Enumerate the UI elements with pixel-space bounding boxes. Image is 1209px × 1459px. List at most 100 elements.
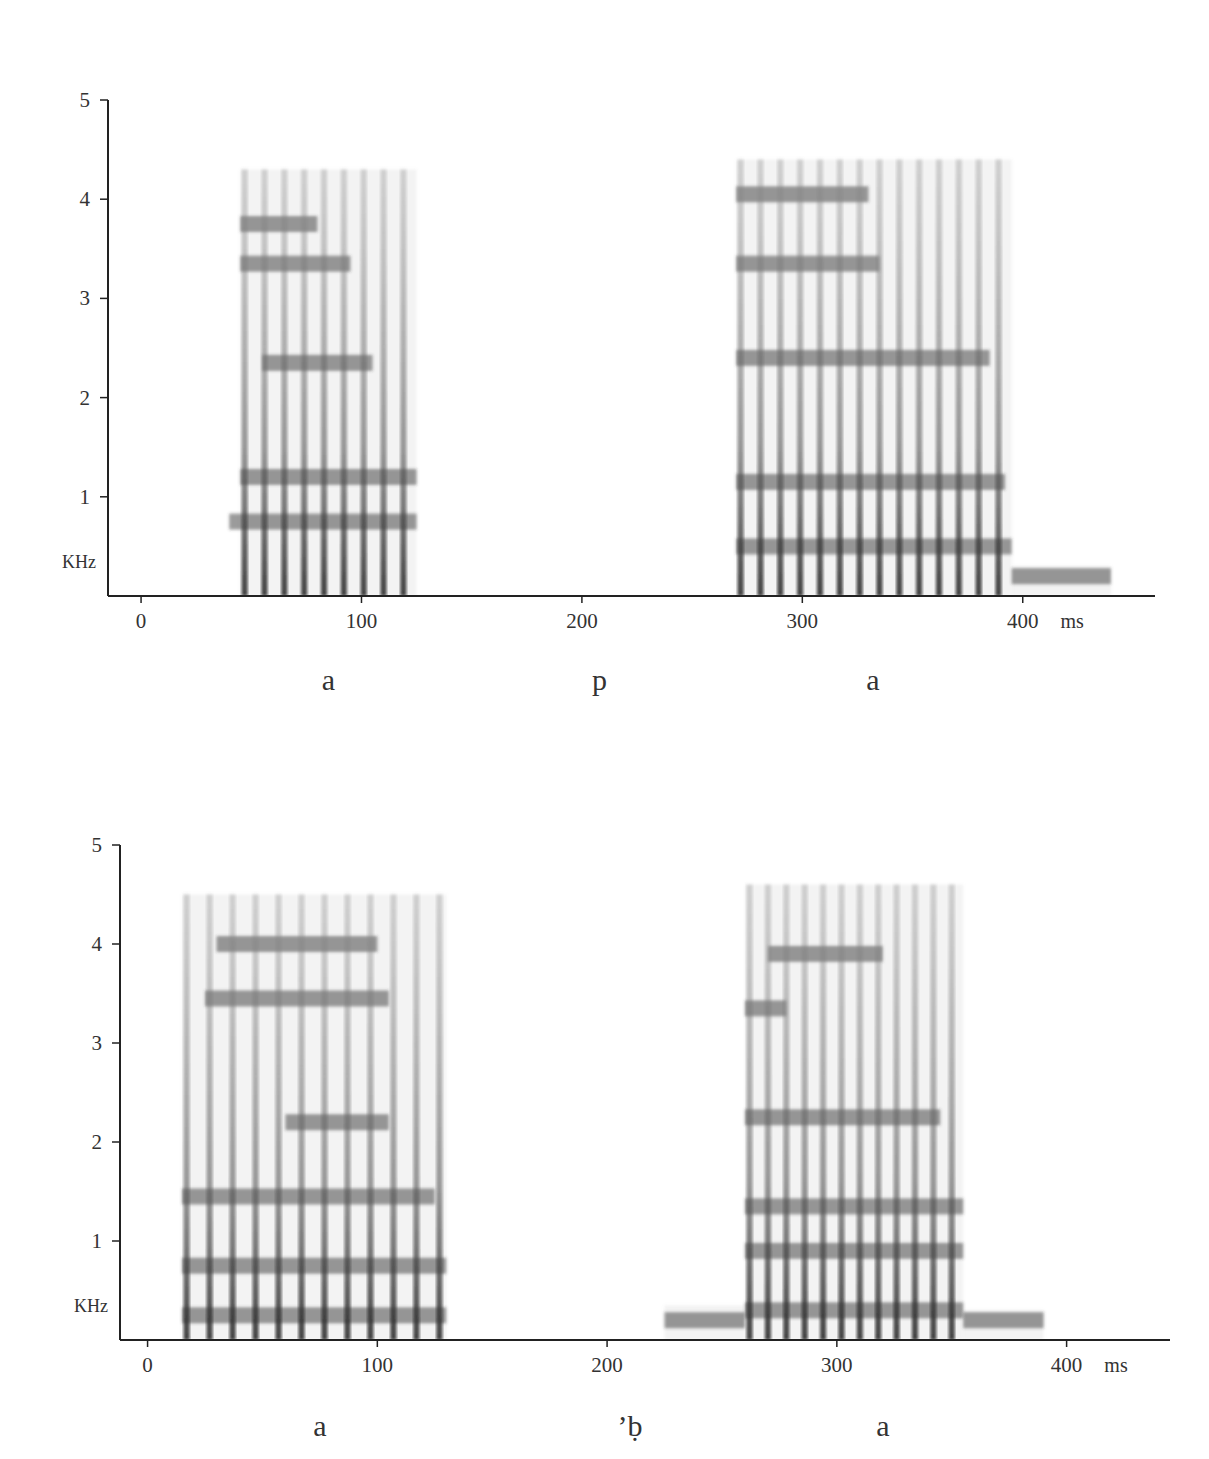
- y-tick: [112, 1141, 120, 1143]
- y-axis: [107, 100, 109, 596]
- y-tick: [100, 198, 108, 200]
- y-tick: [112, 1042, 120, 1044]
- x-tick-label: 200: [566, 609, 598, 633]
- y-tick-label: 1: [92, 1229, 103, 1253]
- x-axis-title: ms: [1060, 610, 1084, 632]
- y-axis-title: KHz: [62, 552, 96, 572]
- x-tick-label: 300: [821, 1353, 853, 1377]
- y-tick: [100, 298, 108, 300]
- glottal-pulse: [876, 160, 882, 596]
- glottal-pulse: [976, 160, 982, 596]
- glottal-pulse: [344, 895, 350, 1341]
- y-tick: [100, 397, 108, 399]
- glottal-pulse: [341, 169, 347, 596]
- glottal-pulse: [436, 895, 442, 1341]
- x-axis: [108, 595, 1155, 597]
- plot-area: [229, 160, 1111, 596]
- y-tick-label: 4: [92, 932, 103, 956]
- voiced-region: [963, 1310, 1043, 1340]
- glottal-pulse: [783, 885, 789, 1340]
- formant-band: [182, 1188, 435, 1204]
- formant-band: [262, 355, 372, 371]
- y-axis-title: KHz: [74, 1296, 108, 1316]
- segment-label: a: [866, 663, 879, 696]
- voiced-region: [182, 895, 446, 1341]
- segment-label: a: [876, 1409, 889, 1442]
- x-tick: [147, 1340, 149, 1347]
- y-axis: [119, 845, 121, 1340]
- y-tick-label: 5: [92, 833, 103, 857]
- glottal-pulse: [184, 895, 190, 1341]
- y-tick-label: 2: [80, 386, 91, 410]
- glottal-pulse: [936, 160, 942, 596]
- voiced-region: [745, 885, 963, 1340]
- voiced-region: [240, 169, 416, 596]
- x-tick: [606, 1340, 608, 1347]
- x-tick-label: 100: [346, 609, 378, 633]
- x-tick: [836, 1340, 838, 1347]
- y-tick: [112, 1240, 120, 1242]
- glottal-pulse: [361, 169, 367, 596]
- formant-band: [182, 1307, 446, 1323]
- glottal-pulse: [956, 160, 962, 596]
- glottal-pulse: [321, 169, 327, 596]
- formant-band: [216, 936, 377, 952]
- formant-band: [240, 256, 350, 272]
- glottal-pulse: [802, 885, 808, 1340]
- y-tick-label: 1: [80, 485, 91, 509]
- x-tick-label: 400: [1051, 1353, 1083, 1377]
- segment-label: a: [313, 1409, 326, 1442]
- x-tick-label: 100: [362, 1353, 394, 1377]
- glottal-pulse: [242, 169, 248, 596]
- x-tick: [1022, 596, 1024, 603]
- glottal-pulse: [253, 895, 259, 1341]
- glottal-pulse: [367, 895, 373, 1341]
- glottal-pulse: [817, 160, 823, 596]
- glottal-pulse: [400, 169, 406, 596]
- x-tick: [377, 1340, 379, 1347]
- formant-band: [665, 1312, 745, 1328]
- segment-label: a: [322, 663, 335, 696]
- glottal-pulse: [820, 885, 826, 1340]
- formant-band: [182, 1258, 446, 1274]
- x-tick: [361, 596, 363, 603]
- glottal-pulse: [381, 169, 387, 596]
- y-tick: [100, 496, 108, 498]
- y-tick-label: 4: [80, 187, 91, 211]
- glottal-pulse: [857, 885, 863, 1340]
- glottal-pulse: [390, 895, 396, 1341]
- glottal-pulse: [413, 895, 419, 1341]
- glottal-pulse: [912, 885, 918, 1340]
- glottal-pulse: [261, 169, 267, 596]
- glottal-pulse: [301, 169, 307, 596]
- panel: 12345KHz0100200300400msa’ḅa: [74, 833, 1170, 1442]
- glottal-pulse: [894, 885, 900, 1340]
- glottal-pulse: [281, 169, 287, 596]
- y-tick: [112, 844, 120, 846]
- voiced-region: [736, 160, 1012, 596]
- glottal-pulse: [738, 160, 744, 596]
- voiced-region: [665, 1305, 745, 1340]
- glottal-pulse: [797, 160, 803, 596]
- x-tick-label: 0: [136, 609, 147, 633]
- glottal-pulse: [949, 885, 955, 1340]
- x-tick: [140, 596, 142, 603]
- glottal-pulse: [765, 885, 771, 1340]
- glottal-pulse: [757, 160, 763, 596]
- glottal-pulse: [299, 895, 305, 1341]
- glottal-pulse: [875, 885, 881, 1340]
- x-tick-label: 200: [591, 1353, 623, 1377]
- y-tick: [100, 99, 108, 101]
- glottal-pulse: [838, 885, 844, 1340]
- y-tick: [112, 943, 120, 945]
- x-axis-title: ms: [1104, 1354, 1128, 1376]
- glottal-pulse: [930, 885, 936, 1340]
- y-tick-label: 2: [92, 1130, 103, 1154]
- panel: 12345KHz0100200300400msapa: [62, 88, 1155, 696]
- glottal-pulse: [207, 895, 213, 1341]
- formant-band: [736, 474, 1005, 490]
- plot-area: [182, 885, 1044, 1340]
- glottal-pulse: [916, 160, 922, 596]
- glottal-pulse: [777, 160, 783, 596]
- formant-band: [963, 1312, 1043, 1328]
